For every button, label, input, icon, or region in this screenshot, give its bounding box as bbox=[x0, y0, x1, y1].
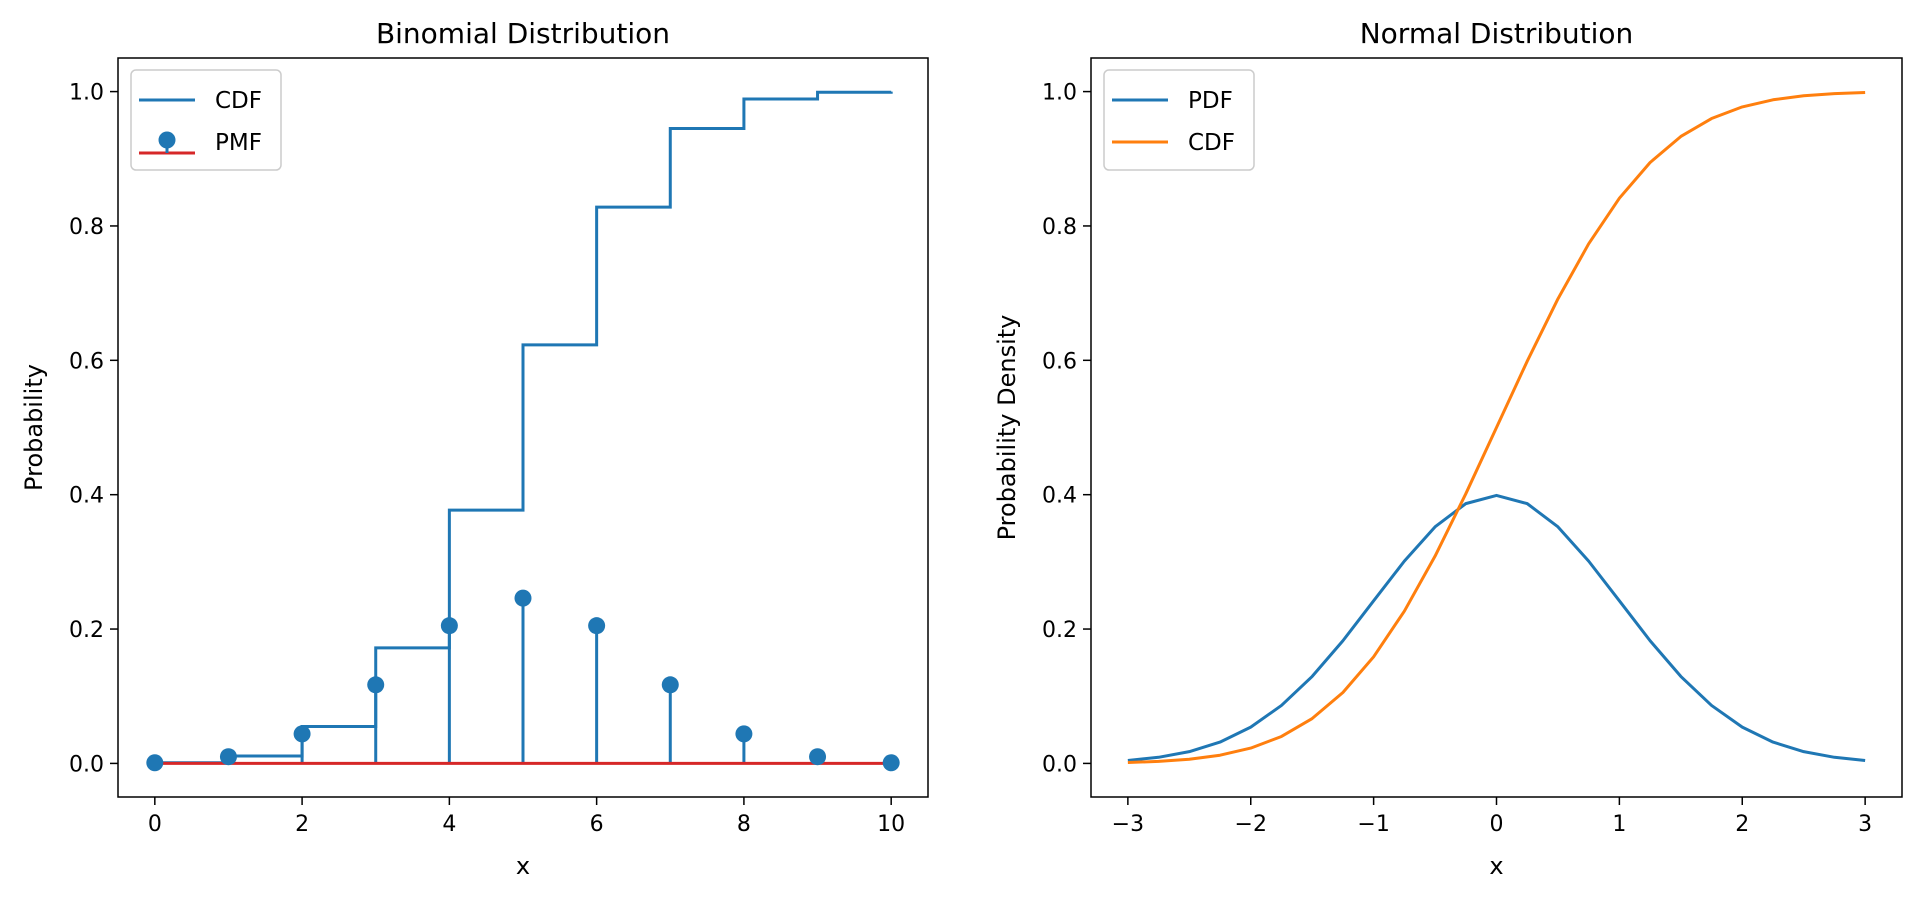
pmf-marker bbox=[882, 754, 900, 772]
chart-title: Binomial Distribution bbox=[376, 17, 670, 50]
pmf-marker bbox=[440, 617, 458, 635]
x-tick-label: 2 bbox=[295, 812, 309, 837]
y-tick-label: 0.6 bbox=[1042, 349, 1077, 374]
y-tick-label: 1.0 bbox=[69, 81, 104, 106]
pmf-marker bbox=[809, 748, 827, 766]
legend-swatch-marker bbox=[158, 131, 176, 149]
series-line-cdf bbox=[1127, 90, 1866, 765]
legend: PDF CDF bbox=[1103, 69, 1255, 171]
x-axis-label: x bbox=[516, 852, 530, 880]
x-tick-label: 0 bbox=[148, 812, 162, 837]
x-tick-label: −1 bbox=[1357, 812, 1389, 837]
x-tick-label: −2 bbox=[1235, 812, 1267, 837]
legend-label-cdf: CDF bbox=[215, 88, 262, 114]
pmf-marker bbox=[293, 725, 311, 743]
pmf-marker bbox=[735, 725, 753, 743]
x-tick-label: 10 bbox=[877, 812, 905, 837]
y-tick-label: 0.4 bbox=[1042, 484, 1077, 509]
x-tick-label: 6 bbox=[590, 812, 604, 837]
x-tick-label: 2 bbox=[1735, 812, 1749, 837]
y-tick-label: 1.0 bbox=[1042, 81, 1077, 106]
axes-frame bbox=[117, 57, 929, 798]
x-tick-label: 8 bbox=[737, 812, 751, 837]
chart-1: Normal Distribution −3 −2 −1 0 1 2 3 0.0 0.2 0.4 0.… bbox=[993, 17, 1903, 880]
y-tick-label: 0.6 bbox=[69, 349, 104, 374]
legend-label-pmf: PMF bbox=[215, 130, 262, 156]
y-tick-label: 0.4 bbox=[69, 484, 104, 509]
x-tick-label: 0 bbox=[1490, 812, 1504, 837]
y-tick-label: 0.8 bbox=[69, 215, 104, 240]
y-tick-label: 0.0 bbox=[1042, 752, 1077, 777]
legend-box bbox=[1103, 69, 1255, 171]
series-line-pdf bbox=[1127, 493, 1866, 762]
pmf-marker bbox=[588, 617, 606, 635]
pmf-marker bbox=[514, 589, 532, 607]
pmf-marker bbox=[219, 748, 237, 766]
legend: CDF PMF bbox=[130, 69, 282, 171]
x-axis-label: x bbox=[1489, 852, 1503, 880]
x-tick-label: 4 bbox=[442, 812, 456, 837]
pmf-marker bbox=[367, 676, 385, 694]
y-axis-label: Probability bbox=[20, 364, 48, 491]
x-tick-label: 1 bbox=[1612, 812, 1626, 837]
y-axis-label: Probability Density bbox=[993, 315, 1021, 541]
y-tick-label: 0.0 bbox=[69, 752, 104, 777]
x-tick-label: −3 bbox=[1112, 812, 1144, 837]
chart-title: Normal Distribution bbox=[1360, 17, 1634, 50]
legend-label-cdf: CDF bbox=[1188, 130, 1235, 156]
x-tick-label: 3 bbox=[1858, 812, 1872, 837]
pmf-marker bbox=[146, 754, 164, 772]
y-tick-label: 0.8 bbox=[1042, 215, 1077, 240]
y-tick-label: 0.2 bbox=[1042, 618, 1077, 643]
pmf-marker bbox=[661, 676, 679, 694]
legend-label-pdf: PDF bbox=[1188, 88, 1233, 114]
y-tick-label: 0.2 bbox=[69, 618, 104, 643]
chart-0: Binomial Distribution 0 2 4 6 8 10 0.0 0.2 0.4 0.6… bbox=[20, 17, 929, 880]
